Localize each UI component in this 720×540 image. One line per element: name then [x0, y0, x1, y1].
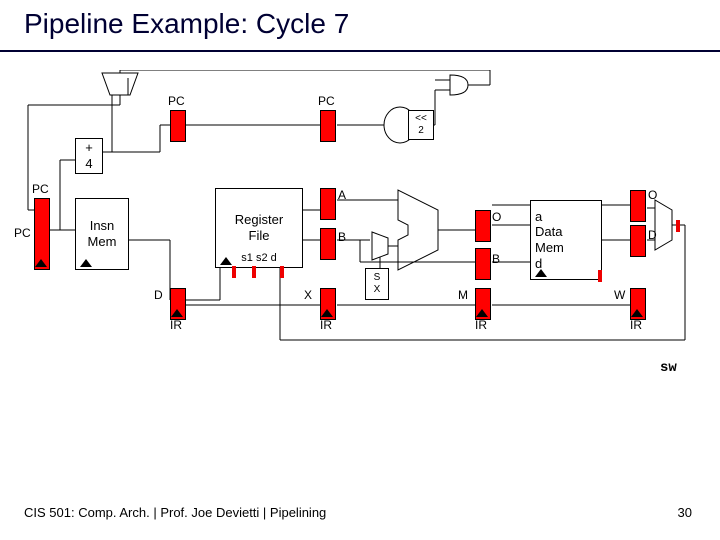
exmem-b-label: B — [492, 252, 500, 266]
pipeline-diagram: PC PC + 4 Insn Mem PC IR D Register File… — [20, 70, 700, 350]
idex-b-reg — [320, 228, 336, 260]
memwb-w-tag: W — [614, 288, 625, 302]
sw-instruction-label: sw — [660, 360, 677, 376]
ifid-ir-label: IR — [170, 318, 182, 332]
exmem-ir-label: IR — [475, 318, 487, 332]
idex-a-label: A — [338, 188, 346, 202]
page-number: 30 — [678, 505, 692, 520]
idex-pc-reg — [320, 110, 336, 142]
datamem-clk — [535, 269, 547, 277]
idex-ir-label: IR — [320, 318, 332, 332]
footer-text: CIS 501: Comp. Arch. | Prof. Joe Deviett… — [24, 505, 326, 520]
ifid-clk — [171, 309, 183, 317]
regfile-label: Register File — [235, 212, 283, 243]
exmem-b-reg — [475, 248, 491, 280]
pc-label-bottom: PC — [14, 226, 31, 240]
register-file-box: Register File s1 s2 d — [215, 188, 303, 268]
regfile-s1-tick — [232, 266, 236, 278]
title-underline — [0, 50, 720, 52]
exmem-clk — [476, 309, 488, 317]
memwb-clk — [631, 309, 643, 317]
memwb-o-reg — [630, 190, 646, 222]
pc-label-top: PC — [32, 182, 49, 196]
idex-clk — [321, 309, 333, 317]
datamem-out-tick — [598, 270, 602, 282]
insnmem-clk — [80, 259, 92, 267]
idex-x-tag: X — [304, 288, 312, 302]
wb-out-tick — [676, 220, 680, 232]
memwb-o-label: O — [648, 188, 657, 202]
plus4-box: + 4 — [75, 138, 103, 174]
exmem-o-label: O — [492, 210, 501, 224]
ifid-pc-reg — [170, 110, 186, 142]
data-mem-box: a Data Mem d — [530, 200, 602, 280]
ifid-pc-label: PC — [168, 94, 185, 108]
ifid-d-tag: D — [154, 288, 163, 302]
regfile-clk — [220, 257, 232, 265]
memwb-d-reg — [630, 225, 646, 257]
exmem-o-reg — [475, 210, 491, 242]
pc-clk — [35, 259, 47, 267]
idex-pc-label: PC — [318, 94, 335, 108]
slide-title: Pipeline Example: Cycle 7 — [24, 8, 349, 40]
idex-a-reg — [320, 188, 336, 220]
exmem-m-tag: M — [458, 288, 468, 302]
shift2-box: << 2 — [408, 110, 434, 140]
idex-b-label: B — [338, 230, 346, 244]
regfile-d-tick — [280, 266, 284, 278]
sx-box: S X — [365, 268, 389, 300]
memwb-ir-label: IR — [630, 318, 642, 332]
regfile-s2-tick — [252, 266, 256, 278]
regfile-ports: s1 s2 d — [222, 252, 296, 265]
memwb-d-label: D — [648, 228, 657, 242]
